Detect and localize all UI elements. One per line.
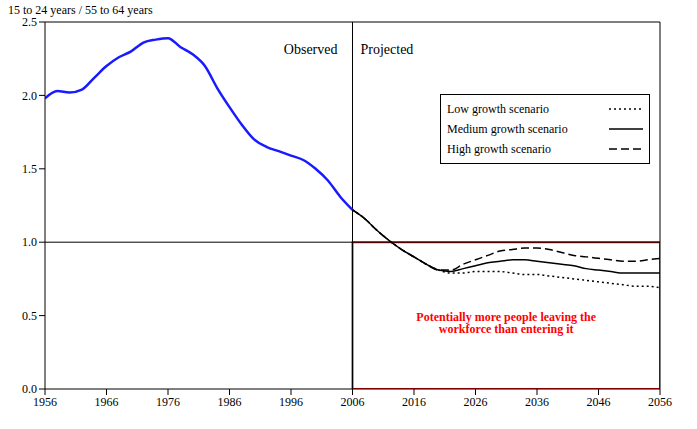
html-text:Observed: Observed (283, 42, 338, 57)
svg-text:2006: 2006 (341, 395, 365, 409)
html-text:15 to 24 years / 55 to 64 year: 15 to 24 years / 55 to 64 years (8, 3, 153, 17)
html-text:Projected: Projected (360, 42, 414, 57)
svg-text:0.5: 0.5 (22, 309, 37, 323)
svg-text:2036: 2036 (525, 395, 549, 409)
html-text:Medium growth scenario: Medium growth scenario (447, 121, 568, 136)
svg-text:2026: 2026 (464, 395, 488, 409)
svg-text:1986: 1986 (218, 395, 242, 409)
html-text:High growth scenario: High growth scenario (447, 141, 551, 156)
svg-text:2046: 2046 (587, 395, 611, 409)
svg-text:Potentially more people leavin: Potentially more people leaving theworkf… (416, 310, 596, 336)
svg-text:2016: 2016 (402, 395, 426, 409)
svg-text:1966: 1966 (95, 395, 119, 409)
svg-text:1976: 1976 (156, 395, 180, 409)
svg-text:2.5: 2.5 (22, 15, 37, 29)
svg-text:1996: 1996 (279, 395, 303, 409)
html-text:Low growth scenario: Low growth scenario (447, 101, 549, 116)
svg-text:1956: 1956 (33, 395, 57, 409)
svg-text:2.0: 2.0 (22, 89, 37, 103)
svg-text:1.5: 1.5 (22, 162, 37, 176)
svg-text:1.0: 1.0 (22, 235, 37, 249)
svg-text:0.0: 0.0 (22, 382, 37, 396)
svg-text:2056: 2056 (648, 395, 672, 409)
